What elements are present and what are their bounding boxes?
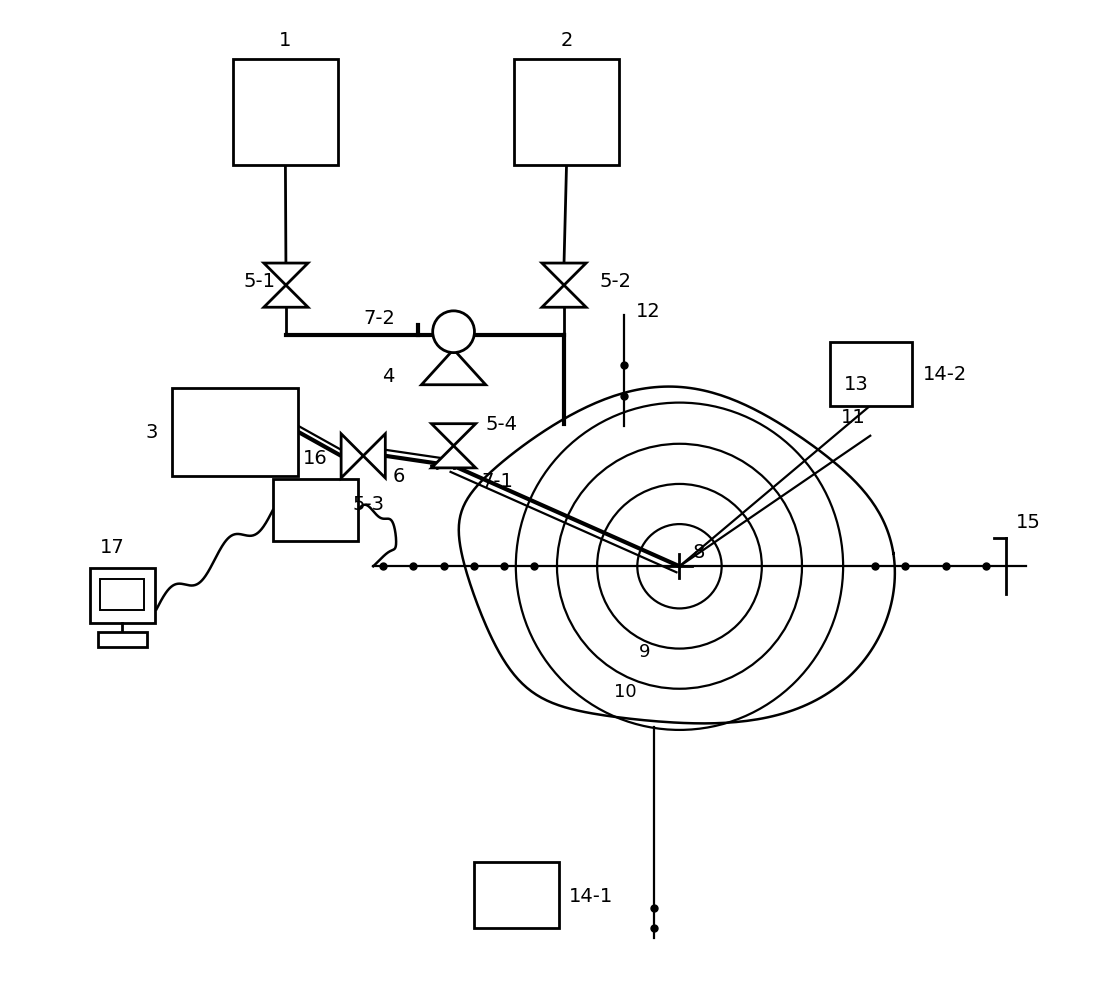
- Text: 14-2: 14-2: [922, 365, 967, 384]
- Text: 2: 2: [560, 31, 572, 50]
- Bar: [474, 863, 559, 928]
- Bar: [97, 632, 146, 647]
- Text: 5-3: 5-3: [352, 494, 385, 514]
- Bar: [273, 479, 358, 542]
- Bar: [172, 388, 299, 476]
- Polygon shape: [264, 264, 307, 286]
- Bar: [830, 343, 912, 406]
- Text: 12: 12: [636, 302, 661, 321]
- Text: 14-1: 14-1: [569, 886, 614, 905]
- Text: 7-1: 7-1: [482, 471, 513, 490]
- Polygon shape: [542, 264, 586, 286]
- Text: 7-2: 7-2: [363, 309, 395, 328]
- Text: 11: 11: [841, 407, 865, 426]
- Polygon shape: [542, 286, 586, 308]
- Polygon shape: [432, 446, 475, 468]
- Text: 5-2: 5-2: [599, 272, 632, 290]
- Text: 3: 3: [145, 423, 158, 441]
- Text: 1: 1: [280, 31, 292, 50]
- Bar: [233, 60, 338, 165]
- Text: 15: 15: [1016, 513, 1041, 531]
- Polygon shape: [363, 434, 386, 478]
- Polygon shape: [264, 286, 307, 308]
- Text: 17: 17: [100, 538, 124, 557]
- Bar: [514, 60, 619, 165]
- Text: 10: 10: [614, 682, 637, 700]
- Circle shape: [433, 312, 474, 353]
- Text: 13: 13: [843, 374, 869, 393]
- Polygon shape: [341, 434, 363, 478]
- Text: 6: 6: [392, 467, 405, 485]
- Text: 4: 4: [382, 367, 395, 385]
- Text: 16: 16: [303, 448, 328, 467]
- Polygon shape: [421, 350, 485, 385]
- Text: 5-1: 5-1: [244, 272, 276, 290]
- Text: 8: 8: [692, 543, 705, 562]
- Bar: [101, 580, 144, 610]
- Text: 9: 9: [639, 642, 651, 660]
- Text: 5-4: 5-4: [485, 415, 518, 433]
- Polygon shape: [432, 424, 475, 446]
- Bar: [89, 569, 155, 624]
